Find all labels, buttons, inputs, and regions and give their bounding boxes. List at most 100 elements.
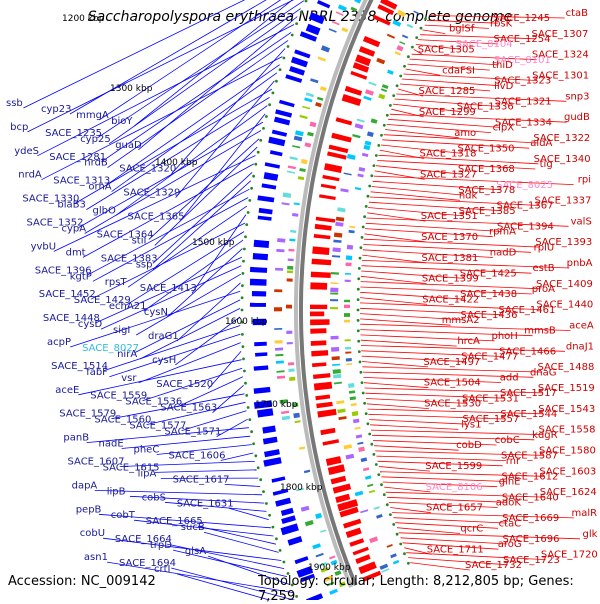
scale-tick (242, 358, 245, 361)
scale-tick (368, 433, 371, 436)
forward-gene (310, 328, 326, 333)
gene-label: SACE_1365 (128, 212, 185, 223)
forward-gene (322, 175, 339, 181)
scale-tick (373, 453, 376, 456)
category-bar (287, 342, 293, 344)
category-bar (336, 400, 344, 404)
scale-tick (275, 537, 278, 540)
category-bar (334, 382, 342, 385)
reverse-gene (285, 74, 302, 83)
gene-label: SACE_1381 (421, 253, 478, 264)
category-bar (338, 4, 347, 11)
gene-label: cysD (78, 319, 103, 330)
category-bar (344, 444, 353, 449)
gene-label: SACE_1563 (160, 403, 217, 414)
category-bar (330, 299, 338, 301)
category-bar (332, 356, 340, 360)
category-bar (338, 416, 346, 420)
scale-tick (357, 277, 360, 280)
scale-tick (357, 340, 360, 343)
scale-tick (254, 163, 257, 166)
forward-gene (359, 46, 375, 57)
category-bar (277, 376, 285, 379)
gene-label: guaD (115, 140, 142, 151)
category-bar (354, 427, 360, 430)
category-bar (320, 86, 327, 91)
gene-label: SACE_1599 (425, 461, 482, 472)
label-connector (144, 240, 243, 311)
label-connector (364, 383, 429, 388)
category-bar (402, 35, 408, 39)
scale-tick (244, 235, 247, 238)
label-connector (225, 484, 260, 486)
category-bar (346, 358, 352, 362)
scale-tick (252, 442, 255, 445)
scale-tick (250, 430, 253, 433)
category-bar (290, 156, 298, 160)
category-bar (357, 174, 363, 178)
reverse-gene (250, 303, 266, 307)
category-bar (413, 11, 419, 15)
forward-gene (317, 409, 336, 418)
gene-label: rplU (534, 242, 555, 253)
scale-tick (283, 57, 286, 60)
scale-tick (365, 205, 368, 208)
scale-tick (411, 46, 414, 49)
category-bar (299, 446, 305, 449)
category-bar (345, 352, 351, 354)
category-bar (310, 78, 318, 83)
scale-tick (424, 17, 427, 20)
category-bar (317, 97, 324, 101)
category-bar (347, 245, 353, 250)
gene-label: ctaC (499, 518, 522, 529)
category-bar (360, 509, 368, 513)
category-bar (382, 84, 389, 89)
reverse-gene (279, 100, 295, 107)
label-connector (370, 425, 458, 430)
label-connector (376, 456, 505, 461)
gene-label: lipB (107, 486, 126, 497)
label-connector (221, 453, 254, 461)
scale-tick (243, 248, 246, 251)
gene-label: SACE_8106 (426, 482, 483, 493)
scale-tick (357, 288, 360, 291)
forward-gene (346, 528, 362, 538)
gene-label: sucB (181, 522, 205, 533)
forward-gene (310, 319, 330, 325)
gene-label: SACE_1422 (422, 294, 479, 305)
category-bar (349, 226, 355, 229)
scale-tick (383, 124, 386, 127)
label-connector (401, 538, 508, 544)
forward-gene (358, 561, 376, 574)
gene-label: cobD (456, 440, 482, 451)
gene-label: ornA (88, 182, 111, 193)
category-bar (341, 27, 348, 32)
forward-gene (331, 133, 352, 143)
gene-label: SACE_1504 (424, 378, 481, 389)
category-bar (320, 530, 326, 533)
category-bar (289, 239, 295, 242)
scale-tick (361, 236, 364, 239)
category-bar (349, 390, 355, 393)
gene-label: draG1 (148, 331, 179, 342)
gene-label: phoH (491, 331, 517, 342)
category-bar (287, 271, 293, 274)
category-bar (329, 556, 335, 560)
category-bar (275, 354, 283, 357)
scale-tick (362, 392, 365, 395)
reverse-gene (281, 523, 299, 535)
category-bar (350, 396, 356, 400)
scale-label: 1700 kbp (255, 400, 298, 410)
gene-label: vsr (121, 373, 137, 384)
reverse-gene (259, 208, 273, 215)
gene-label: SACE_1530 (424, 399, 481, 410)
category-bar (286, 331, 292, 334)
gene-label: malR (571, 508, 597, 519)
category-bar (295, 420, 301, 423)
forward-gene (320, 428, 335, 435)
gene-label: cobT (111, 510, 136, 521)
scale-tick (250, 187, 253, 190)
label-connector (372, 187, 463, 196)
gene-label: valS (571, 216, 592, 227)
category-bar (345, 339, 351, 341)
